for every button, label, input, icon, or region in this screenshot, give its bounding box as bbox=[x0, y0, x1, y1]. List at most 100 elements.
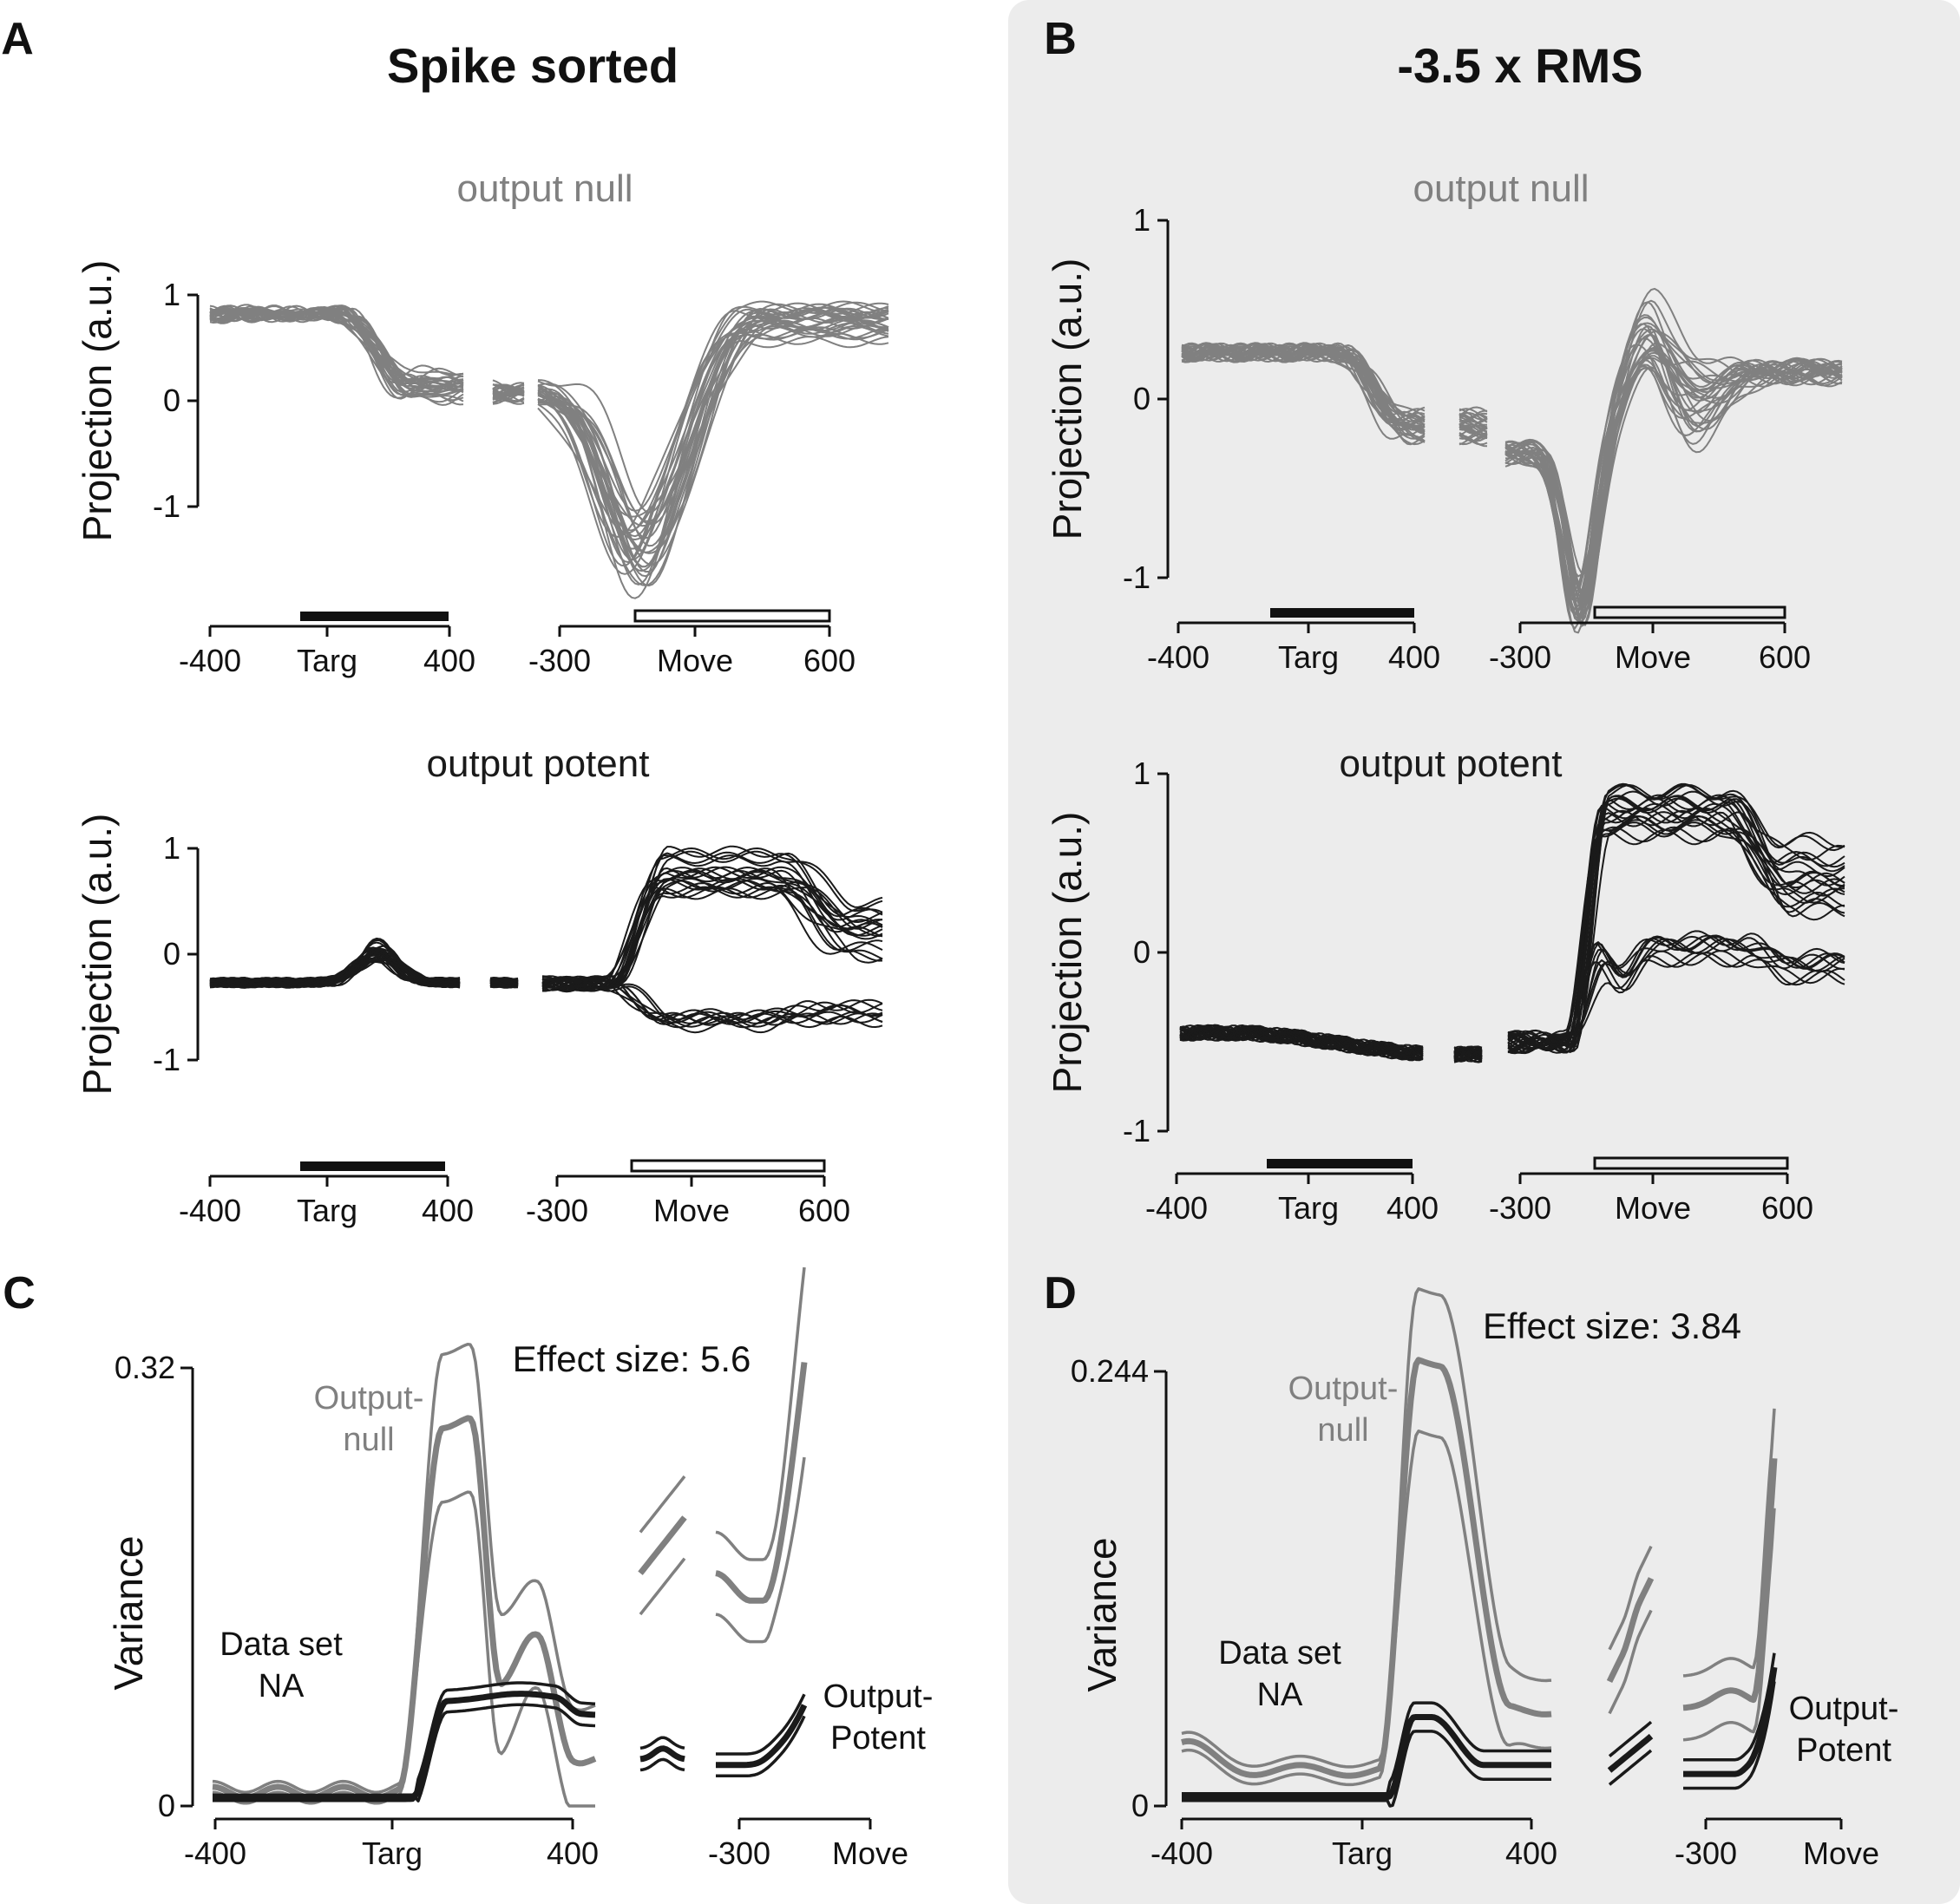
b-potent-trace bbox=[1179, 1026, 1424, 1059]
d-xtick-label-2: 400 bbox=[1505, 1835, 1557, 1871]
b-potent-trace bbox=[1179, 1028, 1424, 1059]
b-potent-targ-xtick-label-start: -400 bbox=[1145, 1190, 1208, 1226]
b-potent-trace bbox=[1507, 935, 1845, 1046]
a-null-ytick-label-1: 1 bbox=[163, 277, 180, 312]
b-null-trace bbox=[1504, 330, 1843, 626]
b-null-trace bbox=[1181, 347, 1426, 422]
c-null-curve bbox=[715, 1362, 808, 1604]
d-xtick-label-1: Targ bbox=[1332, 1835, 1393, 1871]
a-null-trace bbox=[209, 308, 464, 384]
c-dataset-name: NA bbox=[259, 1668, 305, 1704]
d-null-curve bbox=[1606, 1577, 1655, 1684]
a-potent-trace bbox=[541, 866, 883, 989]
a-potent-targ-xtick-label-start: -400 bbox=[179, 1193, 241, 1228]
d-ytick-label-zero: 0 bbox=[1131, 1788, 1149, 1823]
a-potent-targ-epoch-bar bbox=[300, 1161, 445, 1171]
a-null-trace bbox=[537, 300, 889, 512]
a-potent-trace bbox=[541, 880, 883, 988]
panel-title-b: -3.5 x RMS bbox=[1397, 38, 1642, 93]
b-potent-trace bbox=[1507, 819, 1845, 1051]
d-null-curve bbox=[1608, 1609, 1653, 1715]
a-null-ylabel: Projection (a.u.) bbox=[75, 260, 120, 542]
b-null-move-xtick-label-start: -300 bbox=[1489, 639, 1551, 675]
c-potent-curve bbox=[213, 1681, 596, 1797]
c-xtick-label-2: 400 bbox=[547, 1835, 599, 1871]
a-potent-trace bbox=[489, 978, 519, 986]
b-null-trace bbox=[1504, 350, 1843, 623]
d-potent-curve bbox=[1182, 1730, 1551, 1808]
d-null-curve bbox=[1682, 1408, 1776, 1678]
a-potent-trace bbox=[541, 878, 883, 989]
panel-b-background bbox=[1008, 0, 1960, 1904]
c-potent-curve bbox=[639, 1757, 685, 1772]
a-potent-trace bbox=[209, 959, 461, 986]
c-potent-curve bbox=[715, 1704, 808, 1769]
c-null-curve bbox=[212, 1415, 597, 1801]
panel-label-b: B bbox=[1044, 14, 1077, 64]
b-null-trace bbox=[1504, 363, 1843, 599]
c-xtick-label-move-0: -300 bbox=[708, 1835, 770, 1871]
b-potent-ytick-label-1: 1 bbox=[1133, 756, 1150, 791]
d-potent-curve bbox=[1181, 1714, 1552, 1801]
a-potent-move-event-label: Move bbox=[653, 1193, 730, 1228]
a-potent-trace bbox=[489, 978, 519, 985]
a-null-trace bbox=[537, 327, 889, 538]
b-null-ylabel: Projection (a.u.) bbox=[1045, 258, 1090, 540]
c-xtick-label-1: Targ bbox=[362, 1835, 423, 1871]
a-null-move-xtick-label-end: 600 bbox=[803, 643, 855, 678]
c-potent-curve bbox=[639, 1736, 685, 1750]
a-null-targ-event-label: Targ bbox=[297, 643, 357, 678]
c-potent-curve bbox=[639, 1745, 685, 1763]
d-null-curve bbox=[1181, 1287, 1552, 1769]
c-null-curve bbox=[639, 1475, 686, 1534]
b-potent-move-xtick-label-end: 600 bbox=[1761, 1190, 1813, 1226]
d-null-curve bbox=[1608, 1545, 1653, 1651]
c-effect-size: Effect size: 5.6 bbox=[513, 1338, 751, 1379]
a-null-targ-epoch-bar bbox=[300, 612, 449, 621]
c-ytick-label-top: 0.32 bbox=[115, 1350, 175, 1385]
c-dataset-label: Data set bbox=[220, 1626, 343, 1663]
a-potent-targ-event-label: Targ bbox=[297, 1193, 357, 1228]
d-dataset-name: NA bbox=[1257, 1677, 1303, 1713]
a-null-targ-xtick-label-end: 400 bbox=[423, 643, 475, 678]
c-potent-curve bbox=[716, 1693, 806, 1756]
b-potent-trace bbox=[1179, 1026, 1424, 1057]
b-null-trace bbox=[1459, 408, 1488, 420]
a-null-trace bbox=[209, 306, 464, 393]
a-null-move-xtick-label-start: -300 bbox=[528, 643, 591, 678]
a-potent-ytick-label-0: 0 bbox=[163, 936, 180, 972]
a-null-trace bbox=[537, 301, 889, 566]
b-potent-ytick-label-m1: -1 bbox=[1123, 1113, 1150, 1148]
b-potent-targ-xtick-label-end: 400 bbox=[1386, 1190, 1439, 1226]
a-null-move-event-label: Move bbox=[657, 643, 733, 678]
b-potent-subtitle: output potent bbox=[1340, 743, 1563, 785]
a-null-ytick-label-0: 0 bbox=[163, 383, 180, 418]
c-potent-curve bbox=[716, 1715, 806, 1778]
c-ytick-label-zero: 0 bbox=[158, 1788, 175, 1823]
a-null-trace bbox=[209, 304, 464, 406]
a-potent-trace bbox=[489, 978, 519, 985]
b-potent-trace bbox=[1507, 828, 1845, 1055]
b-null-targ-xtick-label-end: 400 bbox=[1388, 639, 1440, 675]
panel-title-a: Spike sorted bbox=[387, 38, 678, 93]
b-potent-trace bbox=[1453, 1045, 1483, 1057]
d-null-curve bbox=[1181, 1430, 1552, 1787]
d-potent-curve bbox=[1608, 1720, 1653, 1757]
a-potent-trace bbox=[541, 975, 883, 1024]
a-potent-subtitle: output potent bbox=[427, 743, 650, 785]
d-null-curve bbox=[1682, 1508, 1776, 1742]
b-potent-trace bbox=[1507, 930, 1845, 1046]
a-null-trace bbox=[209, 308, 464, 393]
b-potent-trace bbox=[1453, 1046, 1483, 1058]
a-null-trace bbox=[537, 336, 889, 578]
d-effect-size: Effect size: 3.84 bbox=[1483, 1305, 1741, 1346]
b-potent-trace bbox=[1453, 1050, 1483, 1063]
b-null-move-event-label: Move bbox=[1615, 639, 1691, 675]
a-null-trace bbox=[209, 307, 464, 394]
c-null-curve bbox=[639, 1557, 686, 1616]
a-potent-trace bbox=[541, 978, 883, 1022]
b-null-targ-xtick-label-start: -400 bbox=[1147, 639, 1209, 675]
a-null-trace bbox=[537, 312, 889, 573]
b-null-trace bbox=[1459, 433, 1488, 446]
c-null-curve bbox=[715, 1266, 806, 1561]
